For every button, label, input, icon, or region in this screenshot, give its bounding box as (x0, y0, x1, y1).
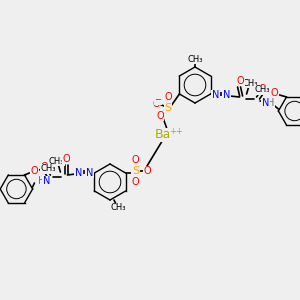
Text: CH₃: CH₃ (243, 79, 258, 88)
Text: O: O (152, 99, 160, 109)
Text: O: O (271, 88, 278, 98)
Text: H: H (267, 98, 274, 108)
Text: S: S (164, 103, 172, 113)
Text: O: O (40, 162, 48, 172)
Text: N: N (223, 90, 230, 100)
Text: ++: ++ (169, 128, 183, 136)
Text: N: N (86, 168, 93, 178)
Text: O: O (144, 166, 152, 176)
Text: O: O (132, 177, 140, 187)
Text: O: O (237, 76, 244, 86)
Text: CH₃: CH₃ (110, 203, 126, 212)
Text: O: O (156, 111, 164, 121)
Text: CH₃: CH₃ (49, 157, 64, 166)
Text: O: O (164, 92, 172, 102)
Text: O: O (132, 155, 140, 165)
Text: O: O (63, 154, 70, 164)
Text: N: N (75, 168, 82, 178)
Text: H: H (38, 176, 45, 186)
Text: O: O (31, 166, 38, 176)
Text: CH₃: CH₃ (255, 85, 270, 94)
Text: −: − (154, 95, 161, 104)
Text: Ba: Ba (155, 128, 171, 142)
Text: N: N (262, 98, 269, 108)
Text: S: S (132, 166, 139, 176)
Text: CH₃: CH₃ (187, 55, 203, 64)
Text: CH₃: CH₃ (41, 164, 56, 173)
Text: O: O (259, 84, 266, 94)
Text: N: N (43, 176, 50, 186)
Text: N: N (212, 90, 219, 100)
